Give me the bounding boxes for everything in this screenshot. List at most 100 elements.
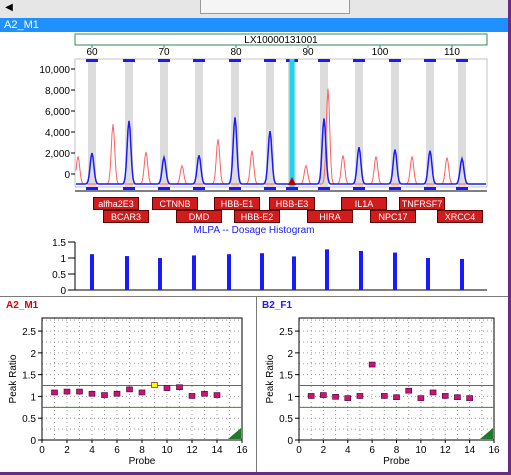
probe-bin xyxy=(458,61,466,187)
size-standard-box xyxy=(74,33,488,46)
probe-label[interactable]: CTNNB xyxy=(152,197,198,210)
trace-y-tick: 2,000 xyxy=(45,149,70,160)
probe-point[interactable] xyxy=(332,394,339,400)
probe-point[interactable] xyxy=(368,361,376,368)
probe-point[interactable] xyxy=(429,389,437,396)
probe-bin-marker xyxy=(86,59,98,62)
probe-label[interactable]: NPC17 xyxy=(370,210,416,223)
probe-label[interactable]: HBB-E1 xyxy=(214,197,260,210)
probe-bin-marker xyxy=(318,187,330,190)
probe-point[interactable] xyxy=(405,387,412,394)
peak-marker-icon[interactable] xyxy=(288,177,296,185)
dosage-bar xyxy=(227,254,231,290)
y-axis-label: Peak Ratio xyxy=(8,354,19,403)
horizontal-scrollbar[interactable] xyxy=(200,0,350,14)
probe-bin-marker xyxy=(389,187,401,190)
dosage-bar xyxy=(158,258,162,290)
probe-label[interactable]: HBB-E2 xyxy=(234,210,280,223)
panel-divider xyxy=(0,296,508,297)
probe-bin-marker xyxy=(389,59,401,62)
trace-y-tick: 10,000 xyxy=(39,65,70,76)
trace-plot-area xyxy=(74,58,488,188)
trace-y-tick: 8,000 xyxy=(45,86,70,97)
peak-ratio-plot-left[interactable]: 0 0.5 1 1.5 2 2.5 0 2 4 6 8 10 12 14 16 Probe Peak Ratio xyxy=(0,312,256,472)
x-tick-label: 6 xyxy=(114,445,120,456)
probe-point[interactable] xyxy=(356,393,364,399)
x-axis-label: Probe xyxy=(383,456,410,467)
probe-point[interactable] xyxy=(63,388,71,395)
resize-corner-icon[interactable] xyxy=(480,428,493,439)
probe-bin-marker xyxy=(456,59,468,62)
probe-point[interactable] xyxy=(76,388,83,395)
probe-point[interactable] xyxy=(51,389,58,396)
probe-point[interactable] xyxy=(163,385,171,391)
probe-point[interactable] xyxy=(213,392,221,398)
probe-point[interactable] xyxy=(441,393,449,399)
probe-bin-marker xyxy=(158,187,170,190)
probe-point[interactable] xyxy=(188,393,196,399)
y-axis-label: Peak Ratio xyxy=(265,354,276,403)
probe-point[interactable] xyxy=(320,392,327,398)
probe-label[interactable]: BCAR3 xyxy=(103,210,149,223)
x-tick-label: 10 xyxy=(415,445,427,456)
probe-point[interactable] xyxy=(454,394,461,401)
x-tick-label: 4 xyxy=(89,445,95,456)
y-tick-label: 2 xyxy=(287,349,293,360)
x-tick-label: 6 xyxy=(369,445,375,456)
resize-corner-icon[interactable] xyxy=(228,428,241,439)
probe-point[interactable] xyxy=(88,390,96,397)
size-standard-label: LX10000131001 xyxy=(244,35,318,46)
histogram-y-tick: 1 xyxy=(60,254,66,265)
size-axis-ticks: 60 70 80 90 100 110 xyxy=(86,45,460,58)
probe-bin-marker xyxy=(123,59,135,62)
blue-trace-line xyxy=(76,117,486,185)
probe-point[interactable] xyxy=(113,390,121,397)
probe-point[interactable] xyxy=(381,393,388,399)
x-tick-label: 8 xyxy=(394,445,400,456)
probe-point[interactable] xyxy=(101,392,108,398)
probe-label[interactable]: TNFRSF7 xyxy=(399,197,445,210)
size-tick-label: 80 xyxy=(230,47,242,58)
x-tick-label: 2 xyxy=(64,445,70,456)
scatter-title-left: A2_M1 xyxy=(6,300,39,311)
probe-label[interactable]: IL1A xyxy=(341,197,387,210)
probe-point[interactable] xyxy=(344,395,352,401)
peak-ratio-plot-right[interactable]: 0 0.5 1 1.5 2 2.5 0 2 4 6 8 10 12 14 16 Probe Peak Ratio xyxy=(257,312,508,472)
size-tick-label: 90 xyxy=(302,47,314,58)
probe-point[interactable] xyxy=(126,386,133,393)
x-tick-label: 10 xyxy=(161,445,173,456)
probe-point[interactable] xyxy=(466,395,473,401)
x-tick-label: 14 xyxy=(211,445,223,456)
probe-point[interactable] xyxy=(393,394,400,401)
y-tick-label: 1.5 xyxy=(279,371,293,382)
probe-label[interactable]: XRCC4 xyxy=(437,210,483,223)
probe-bin xyxy=(355,61,363,187)
probe-label[interactable]: HIRA xyxy=(307,210,353,223)
x-tick-label: 12 xyxy=(440,445,452,456)
probe-bin-marker xyxy=(123,187,135,190)
size-tick-label: 100 xyxy=(372,47,389,58)
trace-y-tick: 0 xyxy=(64,170,70,181)
y-tick-label: 1 xyxy=(30,392,36,403)
probe-point[interactable] xyxy=(138,389,146,396)
probe-label[interactable]: DMD xyxy=(176,210,222,223)
probe-bin xyxy=(391,61,399,187)
probe-point[interactable] xyxy=(201,390,208,397)
probe-label[interactable]: alfha2E3 xyxy=(93,197,139,210)
probe-point[interactable] xyxy=(151,382,158,388)
back-arrow-icon[interactable]: ◀ xyxy=(5,2,13,13)
electropherogram[interactable]: LX10000131001 60 70 80 90 100 110 10,000 8,000… xyxy=(0,32,508,197)
histogram-title: MLPA -- Dosage Histogram xyxy=(193,225,315,236)
dosage-histogram: 1.5 1 0.5 0 xyxy=(52,238,487,294)
probe-label[interactable]: HBB-E3 xyxy=(269,197,315,210)
scatter-title-right: B2_F1 xyxy=(262,300,293,311)
probe-bin-marker xyxy=(353,187,365,190)
probe-point[interactable] xyxy=(417,395,425,401)
histogram-bars xyxy=(90,249,464,290)
y-tick-label: 1.5 xyxy=(22,371,36,382)
probe-point[interactable] xyxy=(307,393,315,399)
sample-titlebar: A2_M1 xyxy=(0,18,508,32)
probe-point[interactable] xyxy=(176,384,183,391)
dosage-bar xyxy=(426,258,430,290)
